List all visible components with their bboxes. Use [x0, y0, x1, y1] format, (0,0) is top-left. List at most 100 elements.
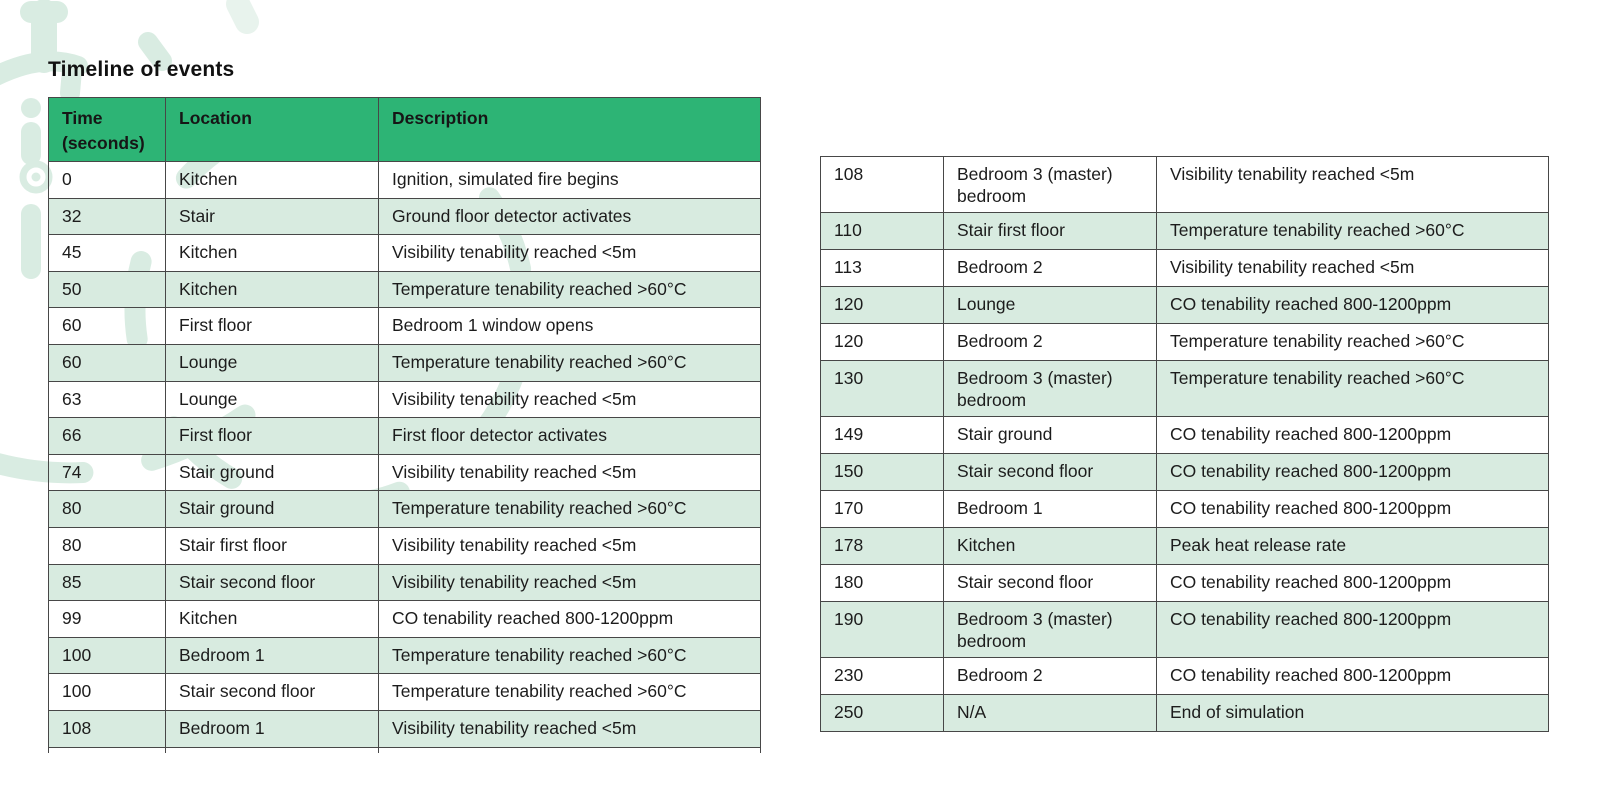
timeline-rows-right: 108 Bedroom 3 (master) bedroom Visibilit…: [820, 156, 1549, 732]
cell-time: 108: [48, 709, 166, 748]
cell-description: [378, 746, 761, 753]
table-row: 100 Bedroom 1 Temperature tenability rea…: [48, 636, 761, 675]
table-row: 74 Stair ground Visibility tenability re…: [48, 453, 761, 492]
table-row: 45 Kitchen Visibility tenability reached…: [48, 234, 761, 272]
cell-time: 63: [48, 380, 166, 419]
table-row: 178 Kitchen Peak heat release rate: [820, 527, 1549, 565]
cell-time: 74: [48, 453, 166, 492]
cell-location: Kitchen: [165, 600, 379, 638]
table-row: 80 Stair first floor Visibility tenabili…: [48, 526, 761, 565]
table-row: 108 Bedroom 3 (master) bedroom Visibilit…: [820, 156, 1549, 213]
cell-time: 120: [820, 323, 944, 361]
cell-description: End of simulation: [1156, 694, 1549, 732]
cell-time: 178: [820, 527, 944, 565]
table-row: 180 Stair second floor CO tenability rea…: [820, 564, 1549, 602]
cell-location: Kitchen: [165, 161, 379, 199]
cell-time: 130: [820, 360, 944, 417]
column-header-location: Location: [165, 97, 379, 162]
table-row: 0 Kitchen Ignition, simulated fire begin…: [48, 161, 761, 199]
cell-description: Visibility tenability reached <5m: [378, 234, 761, 272]
table-row: 100 Stair second floor Temperature tenab…: [48, 673, 761, 711]
cell-time: 190: [820, 601, 944, 658]
cell-time: 180: [820, 564, 944, 602]
cell-time: 50: [48, 270, 166, 309]
table-row: 63 Lounge Visibility tenability reached …: [48, 380, 761, 419]
cell-location: Stair ground: [165, 490, 379, 528]
table-row: 110 Stair first floor Temperature tenabi…: [820, 212, 1549, 250]
cell-location: Bedroom 2: [943, 249, 1157, 287]
cell-time: 149: [820, 416, 944, 454]
cell-location: First floor: [165, 417, 379, 455]
cell-time: 85: [48, 563, 166, 602]
cell-description: Temperature tenability reached >60°C: [1156, 360, 1549, 417]
table-row: 32 Stair Ground floor detector activates: [48, 197, 761, 236]
cell-time: 0: [48, 161, 166, 199]
header-row: Time (seconds) Location Description: [48, 97, 761, 162]
cell-description: Visibility tenability reached <5m: [1156, 249, 1549, 287]
column-header-description: Description: [378, 97, 761, 162]
cell-description: CO tenability reached 800-1200ppm: [1156, 657, 1549, 695]
table-row: 250 N/A End of simulation: [820, 694, 1549, 732]
cell-time: 250: [820, 694, 944, 732]
cell-description: Visibility tenability reached <5m: [378, 380, 761, 419]
cell-description: CO tenability reached 800-1200ppm: [1156, 286, 1549, 324]
cell-time: 113: [820, 249, 944, 287]
table-row: 190 Bedroom 3 (master) bedroom CO tenabi…: [820, 601, 1549, 658]
cell-time: 110: [820, 212, 944, 250]
cell-time: 80: [48, 526, 166, 565]
table-row: 120 Bedroom 2 Temperature tenability rea…: [820, 323, 1549, 361]
column-header-time: Time (seconds): [48, 97, 166, 162]
cell-time: 66: [48, 417, 166, 455]
cell-location: Stair second floor: [943, 453, 1157, 491]
cell-location: Bedroom 1: [165, 636, 379, 675]
cell-location: Bedroom 3 (master) bedroom: [943, 156, 1157, 213]
cell-location: Stair first floor: [943, 212, 1157, 250]
cell-description: Visibility tenability reached <5m: [378, 526, 761, 565]
cell-time: 170: [820, 490, 944, 528]
cell-description: Visibility tenability reached <5m: [378, 709, 761, 748]
cell-location: Bedroom 3 (master) bedroom: [943, 601, 1157, 658]
table-row: 80 Stair ground Temperature tenability r…: [48, 490, 761, 528]
cell-location: Lounge: [165, 380, 379, 419]
cell-time: [48, 746, 166, 753]
cell-location: Bedroom 2: [943, 657, 1157, 695]
table-row: 108 Bedroom 1 Visibility tenability reac…: [48, 709, 761, 748]
table-row: 60 First floor Bedroom 1 window opens: [48, 307, 761, 345]
cell-location: Lounge: [943, 286, 1157, 324]
timeline-rows-left: 0 Kitchen Ignition, simulated fire begin…: [48, 161, 761, 753]
cell-description: Peak heat release rate: [1156, 527, 1549, 565]
cell-time: 150: [820, 453, 944, 491]
cell-time: 100: [48, 673, 166, 711]
cell-time: 60: [48, 307, 166, 345]
table-row: [48, 746, 761, 753]
page-title: Timeline of events: [48, 58, 235, 81]
cell-description: Temperature tenability reached >60°C: [378, 343, 761, 382]
cell-location: Bedroom 1: [943, 490, 1157, 528]
table-row: 170 Bedroom 1 CO tenability reached 800-…: [820, 490, 1549, 528]
table-row: 50 Kitchen Temperature tenability reache…: [48, 270, 761, 309]
cell-description: Temperature tenability reached >60°C: [378, 490, 761, 528]
table-row: 150 Stair second floor CO tenability rea…: [820, 453, 1549, 491]
cell-time: 108: [820, 156, 944, 213]
table-row: 113 Bedroom 2 Visibility tenability reac…: [820, 249, 1549, 287]
cell-description: CO tenability reached 800-1200ppm: [378, 600, 761, 638]
cell-description: Ignition, simulated fire begins: [378, 161, 761, 199]
cell-description: Visibility tenability reached <5m: [1156, 156, 1549, 213]
timeline-table-left-container: Time (seconds) Location Description 0 Ki…: [48, 97, 764, 753]
cell-location: Stair second floor: [165, 563, 379, 602]
cell-time: 100: [48, 636, 166, 675]
cell-location: Stair second floor: [943, 564, 1157, 602]
cell-time: 32: [48, 197, 166, 236]
cell-description: Ground floor detector activates: [378, 197, 761, 236]
timeline-table-right-container: 108 Bedroom 3 (master) bedroom Visibilit…: [820, 156, 1552, 756]
cell-time: 45: [48, 234, 166, 272]
cell-location: Stair: [165, 197, 379, 236]
cell-description: Temperature tenability reached >60°C: [378, 270, 761, 309]
cell-description: CO tenability reached 800-1200ppm: [1156, 490, 1549, 528]
cell-description: Temperature tenability reached >60°C: [378, 636, 761, 675]
cell-description: Temperature tenability reached >60°C: [378, 673, 761, 711]
cell-location: N/A: [943, 694, 1157, 732]
cell-location: Bedroom 1: [165, 709, 379, 748]
timeline-table-left: Time (seconds) Location Description 0 Ki…: [48, 97, 761, 753]
